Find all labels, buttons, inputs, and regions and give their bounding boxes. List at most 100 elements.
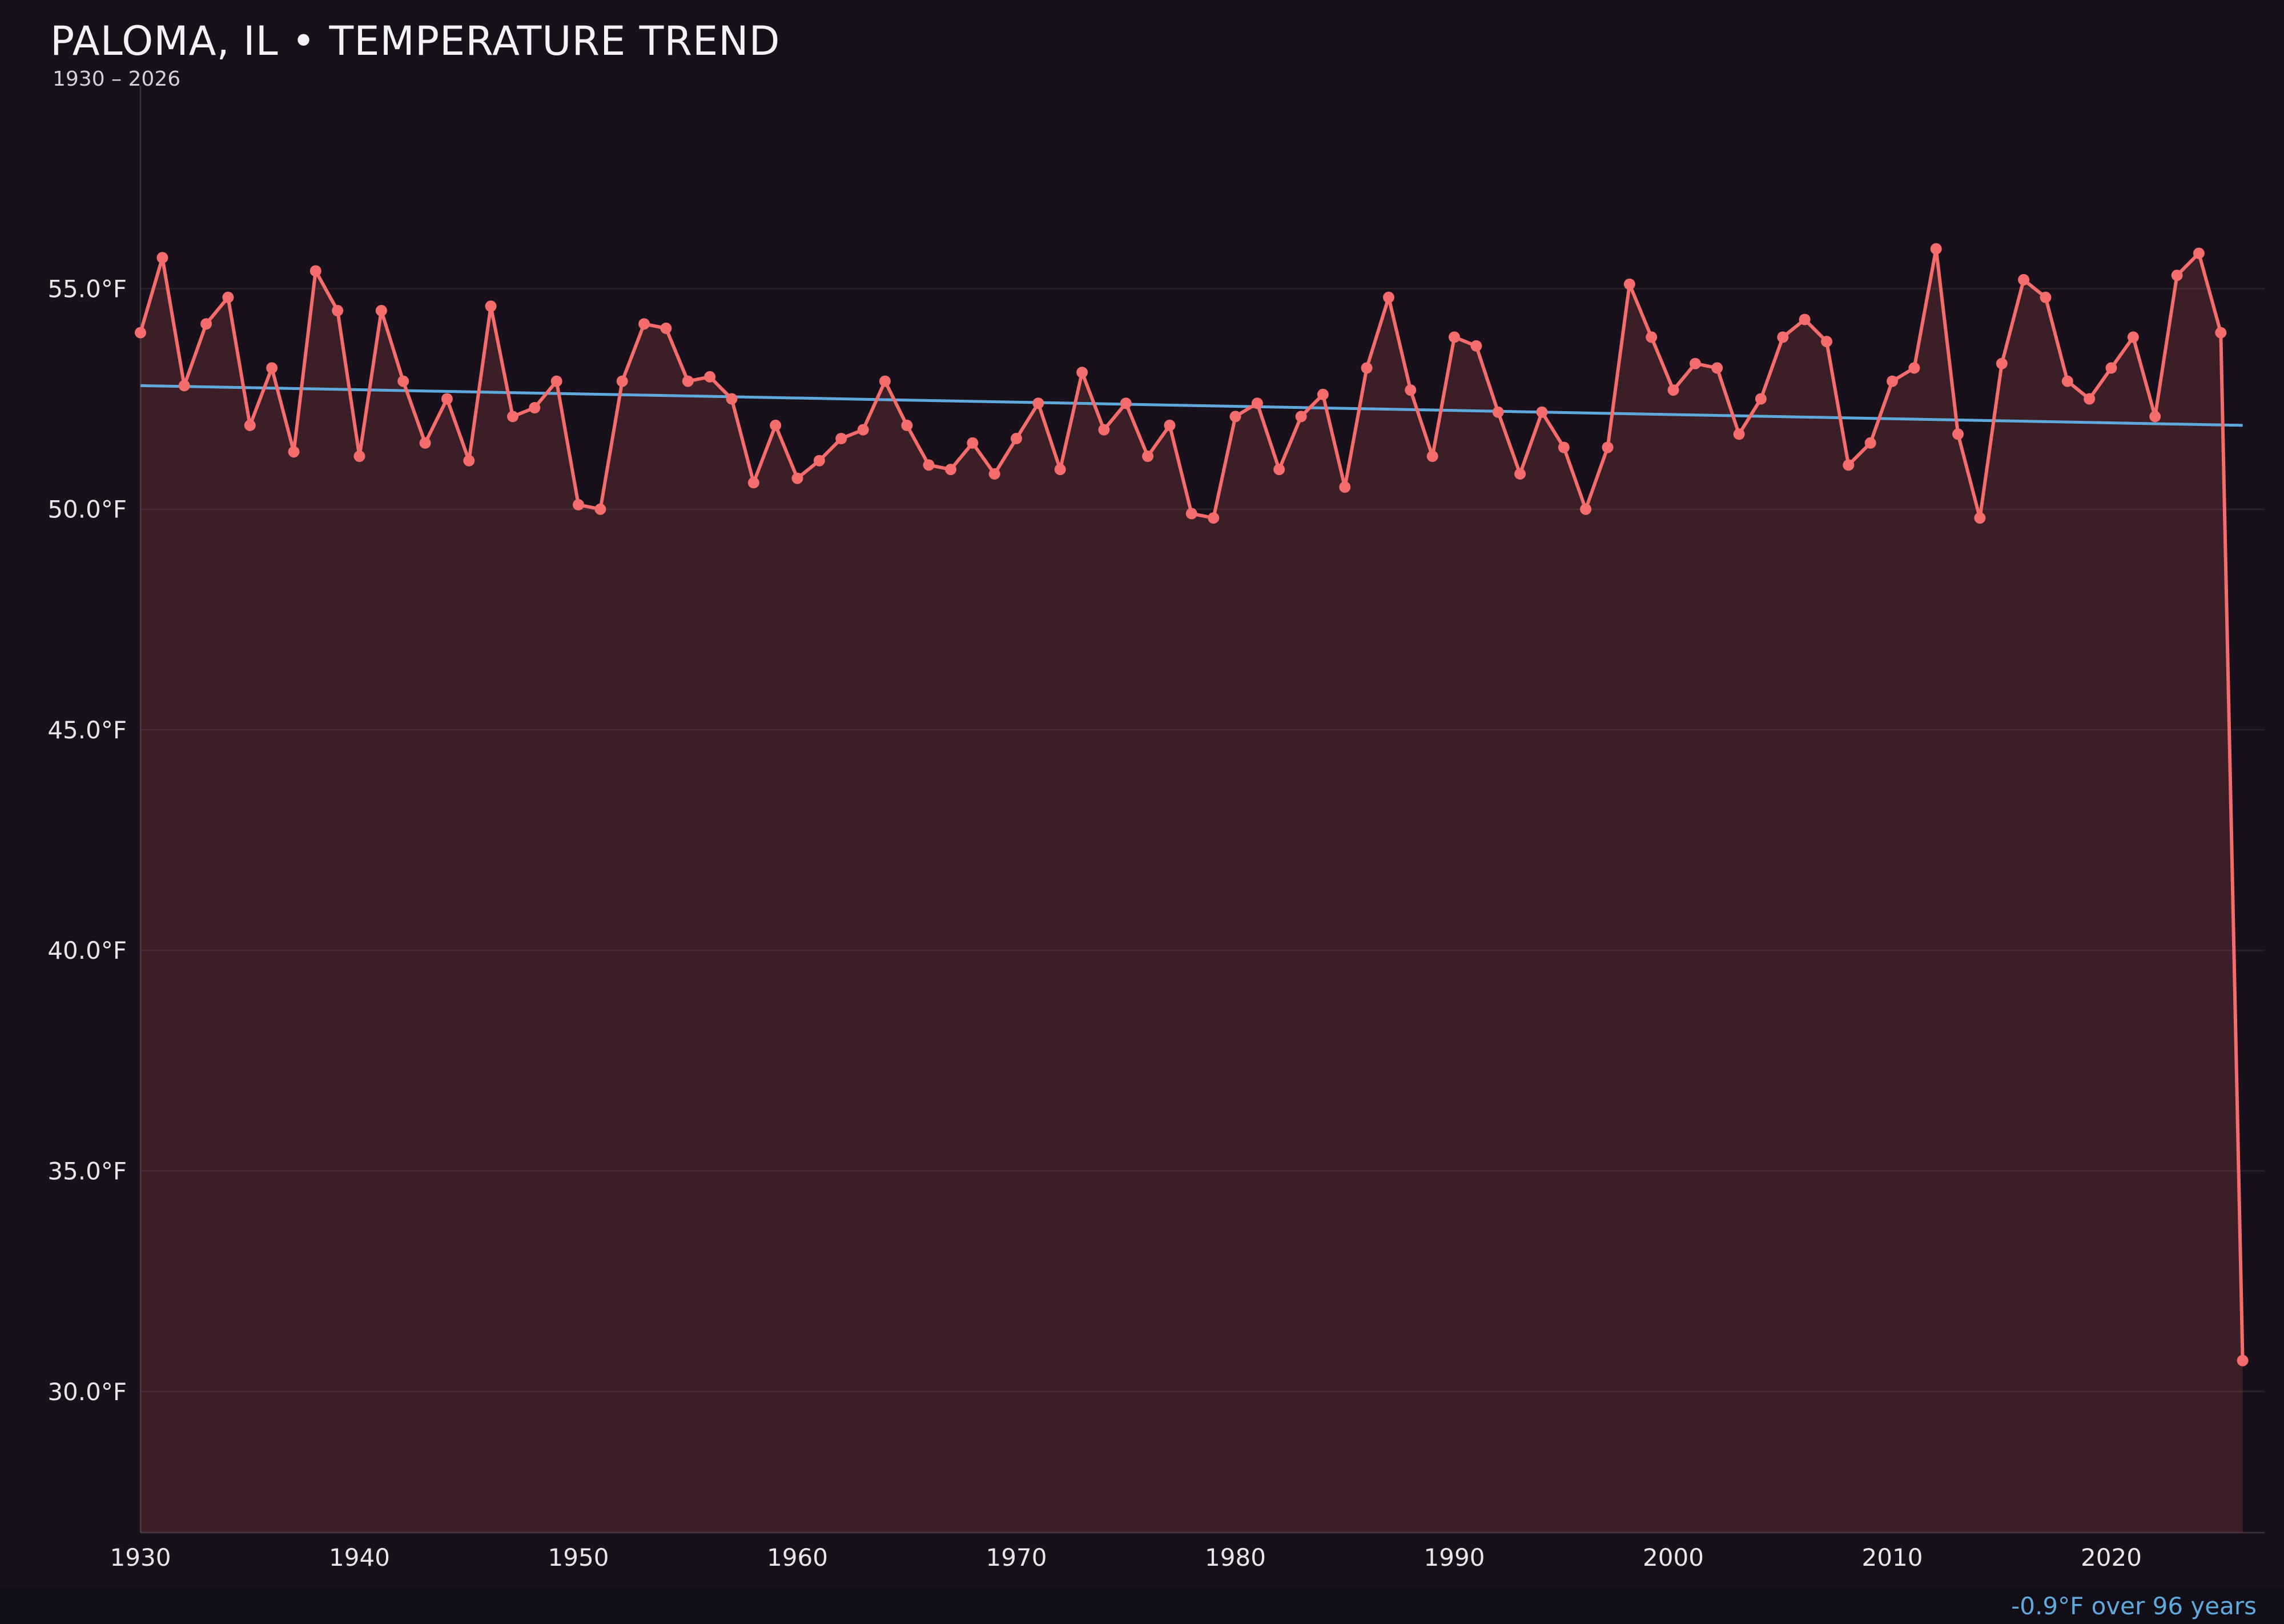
x-tick-label: 1930 (110, 1543, 171, 1571)
y-tick-label: 35.0°F (47, 1157, 127, 1185)
data-point-marker (1711, 362, 1723, 374)
data-point-marker (923, 459, 935, 471)
data-point-marker (309, 265, 321, 277)
data-point-marker (967, 437, 979, 449)
x-tick-label: 2000 (1643, 1543, 1704, 1571)
data-point-marker (726, 393, 738, 405)
data-point-marker (857, 424, 869, 436)
data-point-marker (200, 318, 212, 330)
data-point-marker (2171, 270, 2183, 282)
data-point-marker (135, 327, 146, 339)
data-point-marker (2105, 362, 2117, 374)
data-point-marker (594, 503, 606, 515)
data-point-marker (1361, 362, 1373, 374)
data-point-marker (813, 455, 825, 467)
data-point-marker (1580, 503, 1592, 515)
data-point-marker (1908, 362, 1920, 374)
x-tick-label: 1990 (1424, 1543, 1485, 1571)
data-point-marker (550, 375, 562, 387)
data-point-marker (1164, 419, 1176, 431)
data-point-marker (1449, 331, 1460, 343)
data-point-marker (2193, 247, 2205, 259)
y-tick-label: 45.0°F (47, 716, 127, 744)
data-point-marker (1054, 464, 1066, 476)
data-point-marker (397, 375, 409, 387)
data-point-marker (1887, 375, 1898, 387)
data-point-marker (1602, 441, 1614, 453)
chart-title: PALOMA, IL • TEMPERATURE TREND (50, 18, 781, 65)
data-point-marker (244, 419, 256, 431)
data-point-marker (2018, 274, 2030, 286)
data-point-marker (332, 305, 344, 316)
data-point-marker (1383, 291, 1394, 303)
y-tick-label: 30.0°F (47, 1378, 127, 1406)
data-point-marker (1273, 464, 1285, 476)
data-point-marker (616, 375, 628, 387)
data-point-marker (747, 477, 759, 489)
data-point-marker (1536, 406, 1548, 418)
trend-annotation: -0.9°F over 96 years (2011, 1591, 2257, 1620)
data-point-marker (1470, 340, 1482, 352)
data-point-marker (1755, 393, 1767, 405)
x-tick-label: 1950 (548, 1543, 609, 1571)
data-point-marker (288, 446, 300, 458)
data-point-marker (573, 499, 584, 510)
data-point-marker (1821, 336, 1832, 348)
chart-subtitle: 1930 – 2026 (53, 67, 181, 91)
data-point-marker (1843, 459, 1855, 471)
data-point-marker (1317, 388, 1329, 400)
data-point-marker (770, 419, 782, 431)
footer-bar: -0.9°F over 96 years (0, 1587, 2284, 1624)
data-point-marker (1996, 357, 2008, 369)
data-point-marker (1733, 428, 1745, 440)
data-point-marker (682, 375, 694, 387)
x-tick-label: 2020 (2081, 1543, 2142, 1571)
data-point-marker (1667, 384, 1679, 396)
data-point-marker (988, 468, 1000, 480)
data-point-marker (2149, 411, 2161, 423)
x-tick-label: 1980 (1205, 1543, 1266, 1571)
data-point-marker (1229, 411, 1241, 423)
data-point-marker (1295, 411, 1307, 423)
data-point-marker (441, 393, 453, 405)
data-point-marker (945, 464, 956, 476)
data-point-marker (1930, 243, 1942, 255)
data-point-marker (507, 411, 518, 423)
data-point-marker (2237, 1354, 2249, 1366)
y-tick-label: 40.0°F (47, 936, 127, 964)
chart-header: PALOMA, IL • TEMPERATURE TREND 1930 – 20… (50, 18, 781, 91)
data-point-marker (1098, 424, 1110, 436)
data-point-marker (2061, 375, 2073, 387)
data-point-marker (2040, 291, 2052, 303)
data-point-marker (2084, 393, 2096, 405)
data-point-marker (1251, 397, 1263, 409)
data-point-marker (1514, 468, 1526, 480)
data-point-marker (375, 305, 387, 316)
data-point-marker (1032, 397, 1044, 409)
data-point-marker (485, 300, 497, 312)
temperature-area-fill (140, 248, 2243, 1533)
x-tick-label: 1970 (986, 1543, 1047, 1571)
data-point-marker (1076, 367, 1088, 379)
temperature-trend-chart: 30.0°F 35.0°F 40.0°F 45.0°F 50.0°F 55.0°F 1930… (47, 86, 2265, 1571)
data-point-marker (638, 318, 650, 330)
data-point-marker (1185, 508, 1197, 520)
data-point-marker (419, 437, 431, 449)
data-point-marker (1142, 451, 1154, 462)
x-tick-label: 1960 (767, 1543, 828, 1571)
data-point-marker (1011, 433, 1022, 444)
y-tick-label: 55.0°F (47, 275, 127, 303)
x-tick-label: 1940 (329, 1543, 390, 1571)
data-point-marker (1339, 481, 1351, 493)
data-point-marker (156, 252, 168, 264)
data-point-marker (353, 451, 365, 462)
data-point-marker (2215, 327, 2227, 339)
data-point-marker (463, 455, 475, 467)
data-point-marker (835, 433, 847, 444)
data-point-marker (1208, 512, 1220, 524)
data-point-marker (1799, 313, 1811, 325)
data-point-marker (901, 419, 913, 431)
x-tick-label: 2010 (1862, 1543, 1923, 1571)
data-point-marker (1864, 437, 1876, 449)
